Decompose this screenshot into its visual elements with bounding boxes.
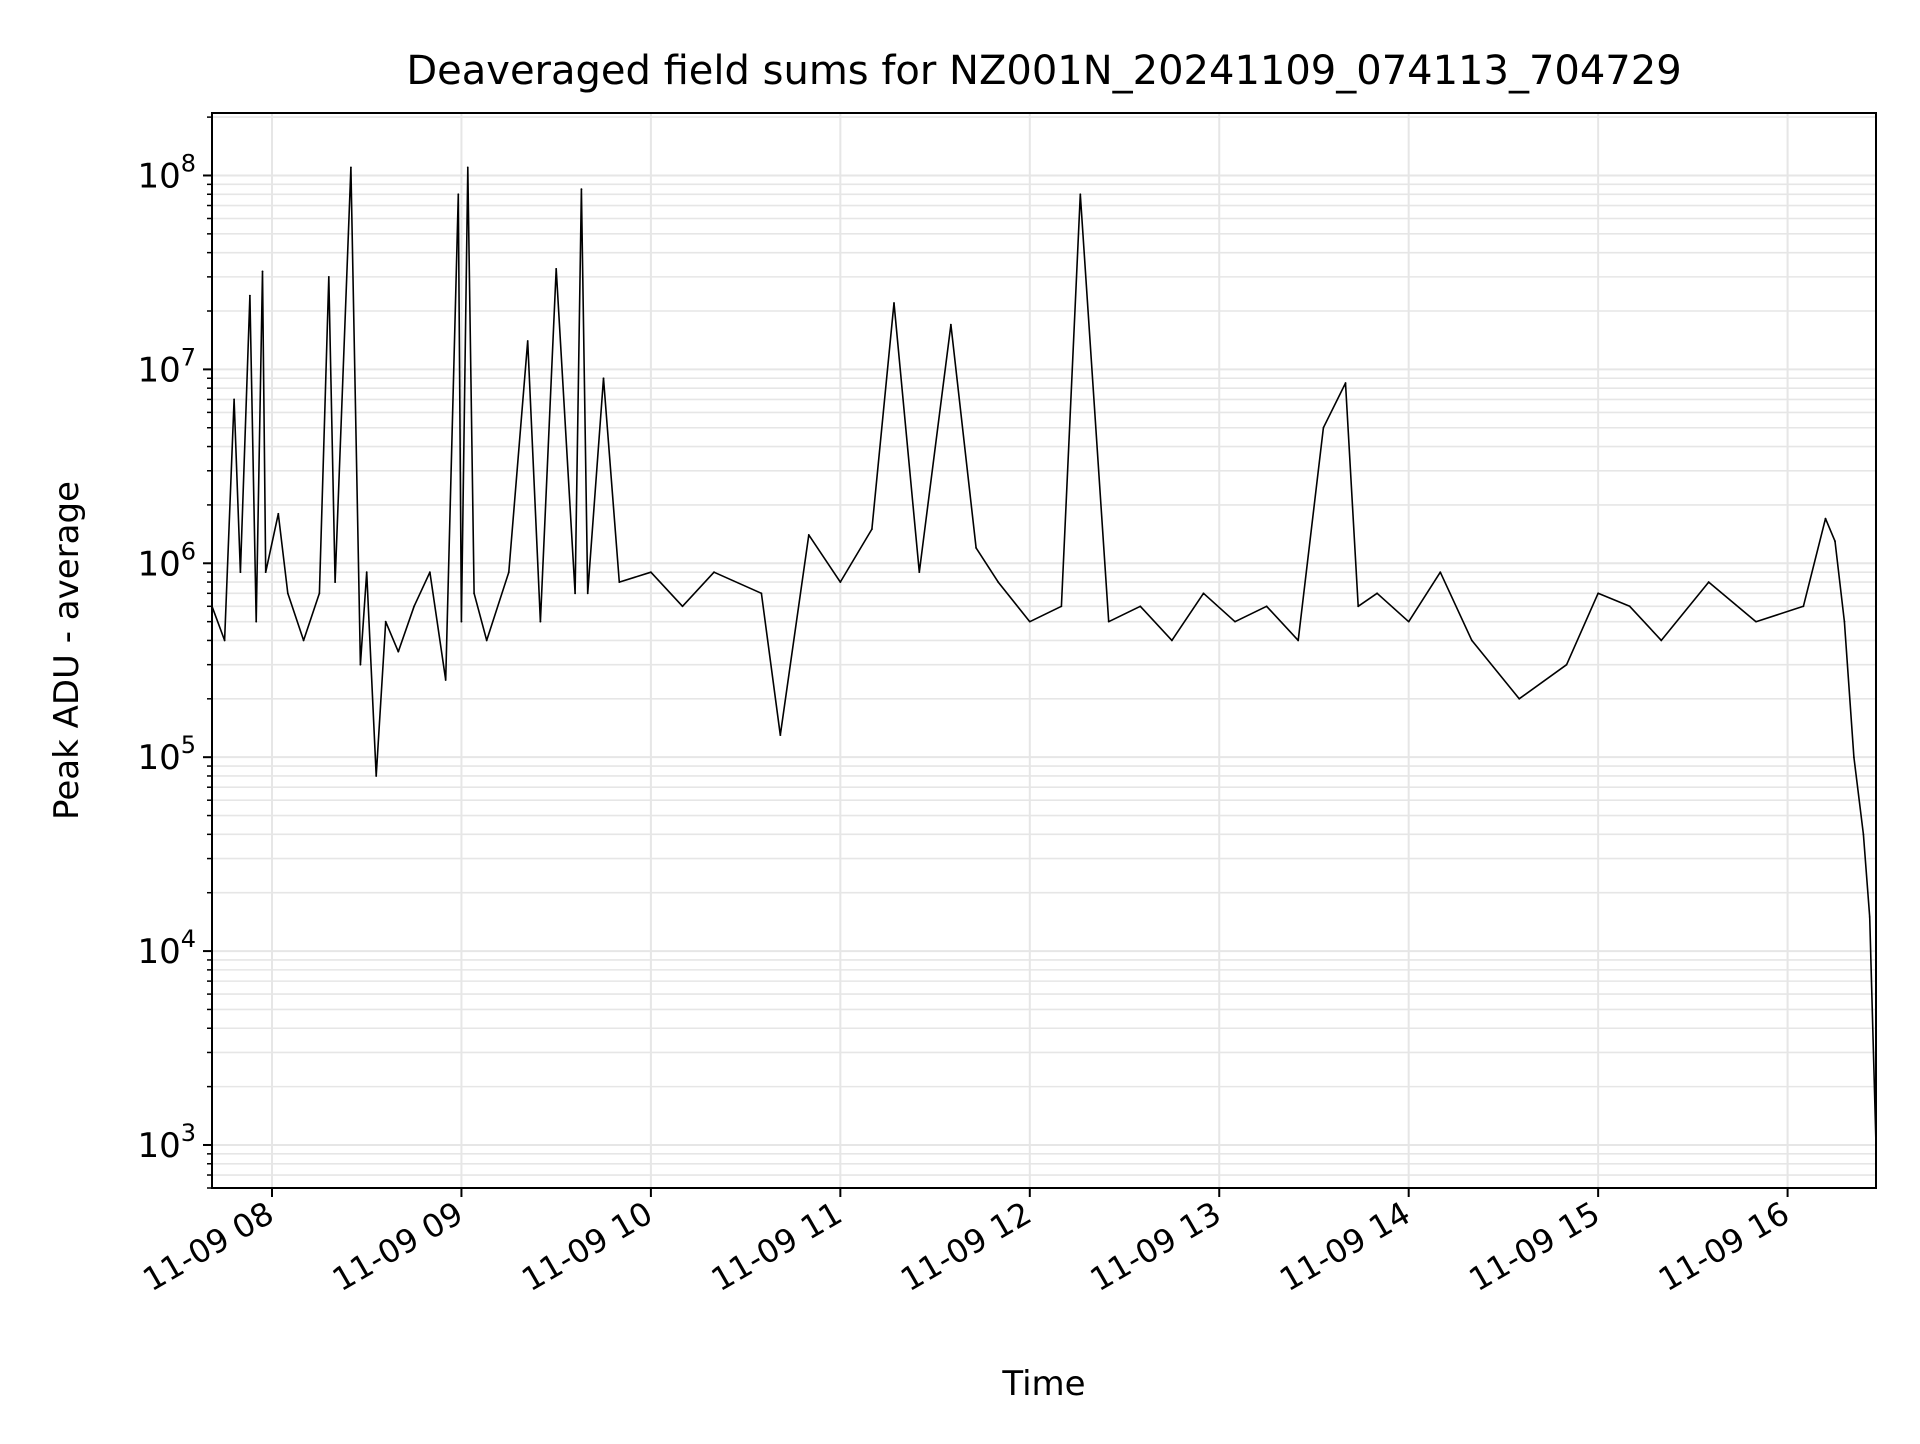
data-point	[713, 571, 715, 574]
data-point	[1565, 663, 1568, 666]
data-point	[618, 581, 621, 583]
y-axis: 103 104 105 106 107 108	[137, 116, 212, 1189]
data-point	[1824, 517, 1827, 520]
data-point	[318, 592, 321, 595]
data-point	[1060, 605, 1063, 608]
data-point	[375, 775, 378, 777]
data-point	[327, 275, 330, 278]
data-point	[507, 571, 510, 574]
data-point	[1802, 605, 1805, 608]
data-point	[1357, 605, 1360, 608]
data-point	[365, 571, 368, 574]
data-point	[384, 620, 387, 623]
data-point	[1755, 620, 1757, 623]
data-point	[997, 581, 1000, 583]
data-point	[1834, 540, 1836, 543]
data-point	[239, 571, 242, 574]
y-tick-label: 104	[137, 925, 196, 972]
data-point	[893, 302, 895, 304]
data-point	[602, 377, 605, 380]
data-point	[350, 166, 352, 169]
data-point	[302, 639, 305, 642]
data-point	[466, 166, 469, 169]
data-point	[760, 592, 763, 595]
data-point	[555, 267, 558, 270]
chart-title: Deaveraged field sums for NZ001N_2024110…	[406, 48, 1681, 94]
data-point	[1439, 571, 1442, 574]
data-point	[975, 547, 978, 549]
data-point	[460, 620, 463, 623]
data-point	[334, 581, 337, 583]
data-point	[1597, 592, 1600, 595]
data-point	[839, 581, 842, 583]
data-point	[1297, 639, 1300, 642]
data-point	[264, 571, 267, 574]
data-point	[1107, 620, 1110, 623]
data-point	[539, 620, 542, 623]
data-point	[1852, 756, 1855, 759]
data-point	[1265, 605, 1268, 608]
data-point	[1707, 581, 1710, 583]
data-point	[1079, 193, 1082, 196]
data-point	[1322, 426, 1325, 429]
data-point	[261, 270, 264, 273]
data-point	[1170, 639, 1173, 642]
data-point	[649, 571, 652, 574]
data-point	[574, 592, 577, 595]
data-point	[1028, 620, 1031, 623]
y-tick-label: 107	[137, 343, 196, 390]
data-point	[1628, 605, 1631, 608]
data-point	[286, 592, 289, 595]
data-point	[1518, 697, 1521, 700]
data-point	[277, 512, 280, 515]
y-axis-label: Peak ADU - average	[47, 481, 87, 820]
y-tick-label: 106	[137, 537, 196, 584]
data-point	[1234, 620, 1236, 623]
data-point	[233, 398, 236, 401]
data-point	[1376, 592, 1379, 595]
data-point	[397, 650, 400, 653]
data-point	[586, 592, 589, 595]
plot-frame	[211, 112, 1877, 1189]
data-point	[485, 639, 488, 642]
series-line	[211, 166, 1877, 1146]
data-point	[1202, 592, 1205, 595]
data-point	[949, 323, 952, 326]
data-point	[1407, 620, 1410, 623]
data-point	[1660, 639, 1663, 642]
data-point	[255, 620, 258, 623]
data-point	[1139, 605, 1142, 608]
data-point	[871, 528, 873, 531]
data-point	[413, 605, 415, 608]
data-point	[359, 663, 362, 666]
data-point	[779, 734, 782, 736]
data-point	[223, 639, 226, 642]
data-point	[1470, 639, 1473, 642]
data-point	[807, 534, 810, 536]
data-point	[526, 340, 529, 342]
data-point	[1344, 382, 1347, 384]
y-tick-label: 108	[137, 149, 196, 196]
data-point	[580, 188, 583, 191]
data-point	[681, 605, 684, 608]
data-point	[457, 193, 460, 196]
data-point	[444, 679, 447, 681]
grid-lines	[212, 113, 1876, 1189]
y-tick-label: 103	[137, 1119, 196, 1166]
data-point	[428, 571, 431, 574]
data-point	[1843, 620, 1846, 623]
data-point	[1868, 916, 1871, 918]
data-point	[248, 294, 251, 297]
data-point	[918, 571, 921, 574]
data-point	[1862, 833, 1865, 836]
x-axis-label: Time	[1001, 1364, 1085, 1404]
data-point	[473, 592, 475, 595]
y-tick-label: 105	[137, 731, 196, 778]
